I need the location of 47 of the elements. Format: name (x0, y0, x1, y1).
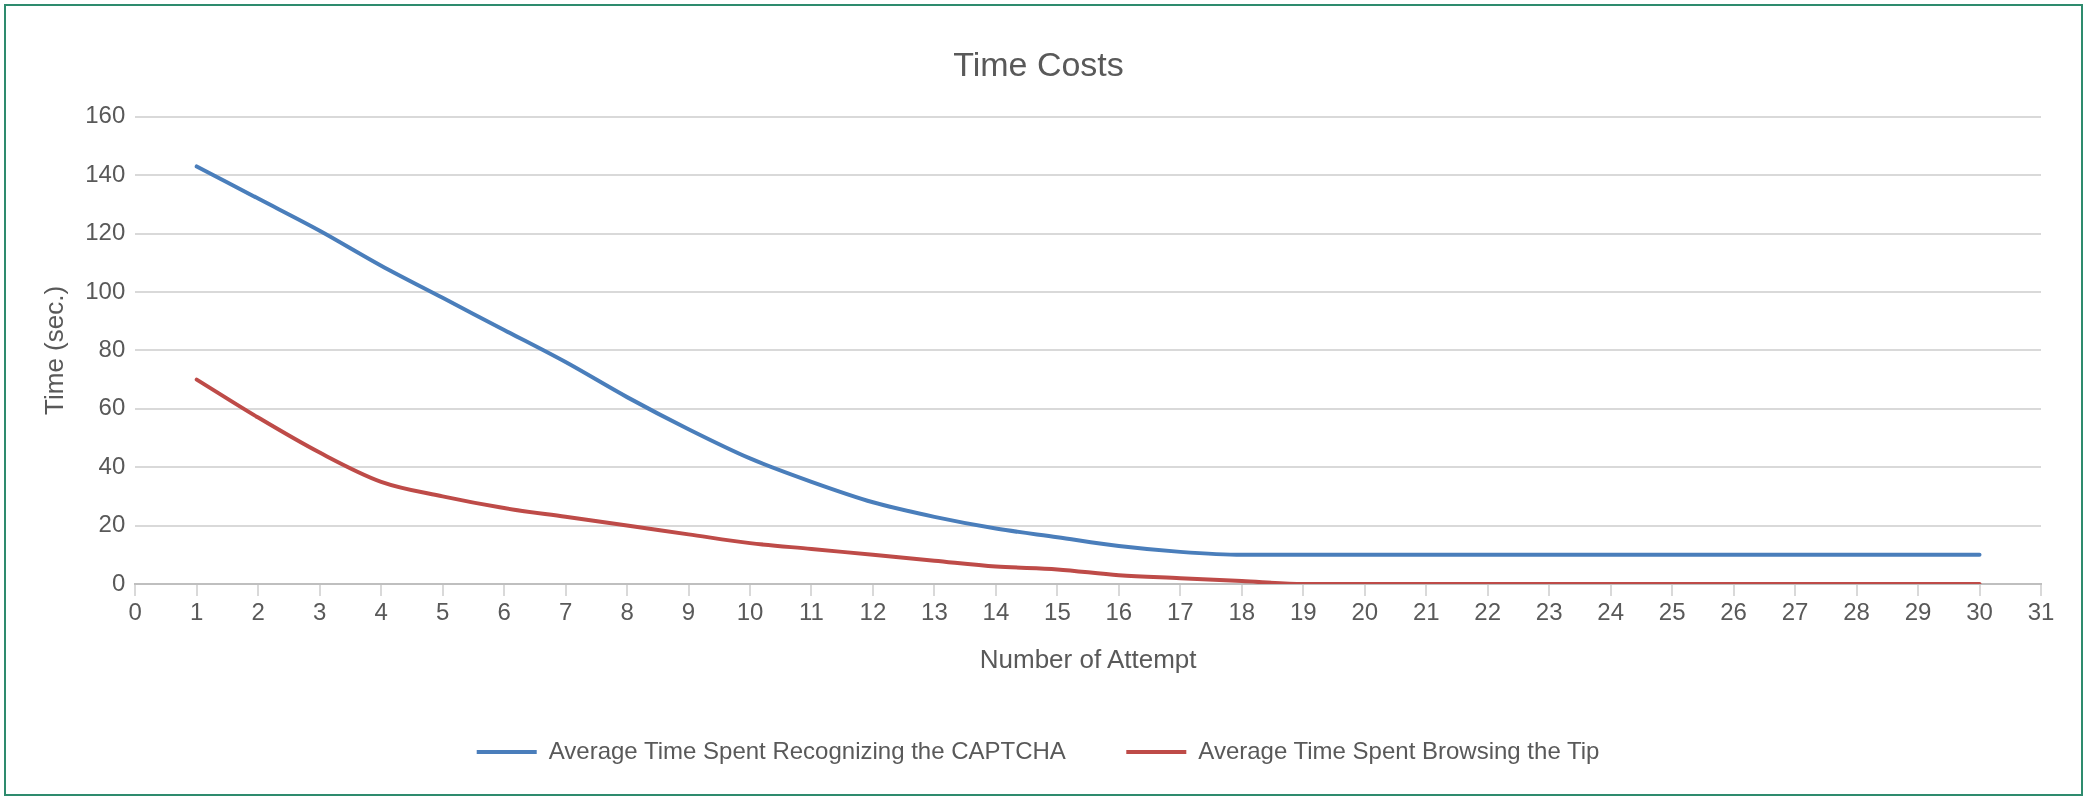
x-tick-label: 27 (1781, 598, 1809, 626)
y-tick-label: 160 (85, 101, 126, 129)
line-series (194, 164, 1982, 557)
y-tick-label: 120 (85, 218, 126, 246)
x-tick-label: 29 (1904, 598, 1932, 626)
y-tick-label: 20 (98, 510, 126, 538)
y-tick-label: 60 (98, 393, 126, 421)
x-tick-label: 11 (799, 598, 824, 626)
y-axis-title: Time (sec.) (38, 285, 69, 415)
x-tick-label: 21 (1412, 598, 1440, 626)
x-tick-label: 25 (1658, 598, 1686, 626)
y-tick-label: 80 (98, 335, 126, 363)
x-tick-label: 3 (312, 598, 327, 626)
x-tick-label: 8 (620, 598, 634, 626)
x-tick-label: 12 (859, 598, 887, 626)
x-axis-title: Number of Attempt (979, 643, 1198, 674)
x-tick-label: 18 (1228, 598, 1256, 626)
x-tick-label: 9 (681, 598, 696, 626)
x-tick-label: 28 (1843, 598, 1870, 626)
x-tick-label: 20 (1351, 598, 1379, 626)
x-tick-label: 17 (1166, 598, 1194, 626)
x-tick-label: 10 (736, 598, 764, 626)
x-tick-label: 24 (1597, 598, 1625, 626)
x-tick-label: 19 (1289, 598, 1317, 626)
legend-label: Average Time Spent Browsing the Tip (1198, 736, 1600, 764)
x-tick-label: 30 (1966, 598, 1993, 626)
legend-label: Average Time Spent Recognizing the CAPTCHA (548, 736, 1066, 764)
x-tick-label: 6 (497, 598, 511, 626)
y-tick-label: 0 (111, 568, 126, 596)
x-tick-label: 2 (251, 598, 265, 626)
x-tick-label: 23 (1535, 598, 1563, 626)
x-tick-label: 4 (374, 598, 388, 626)
x-tick-label: 16 (1105, 598, 1133, 626)
x-tick-label: 13 (921, 598, 948, 626)
y-tick-label: 40 (98, 451, 126, 479)
x-tick-label: 22 (1474, 598, 1502, 626)
x-tick-label: 31 (2027, 598, 2055, 626)
chart-title: Time Costs (953, 44, 1124, 83)
y-tick-label: 100 (85, 276, 126, 304)
x-tick-label: 14 (982, 598, 1010, 626)
x-tick-label: 5 (435, 598, 450, 626)
x-tick-label: 15 (1044, 598, 1071, 626)
x-tick-label: 1 (190, 598, 204, 626)
x-tick-label: 7 (558, 598, 573, 626)
y-tick-label: 140 (85, 159, 126, 187)
line-series (194, 377, 1982, 584)
x-tick-label: 26 (1720, 598, 1747, 626)
